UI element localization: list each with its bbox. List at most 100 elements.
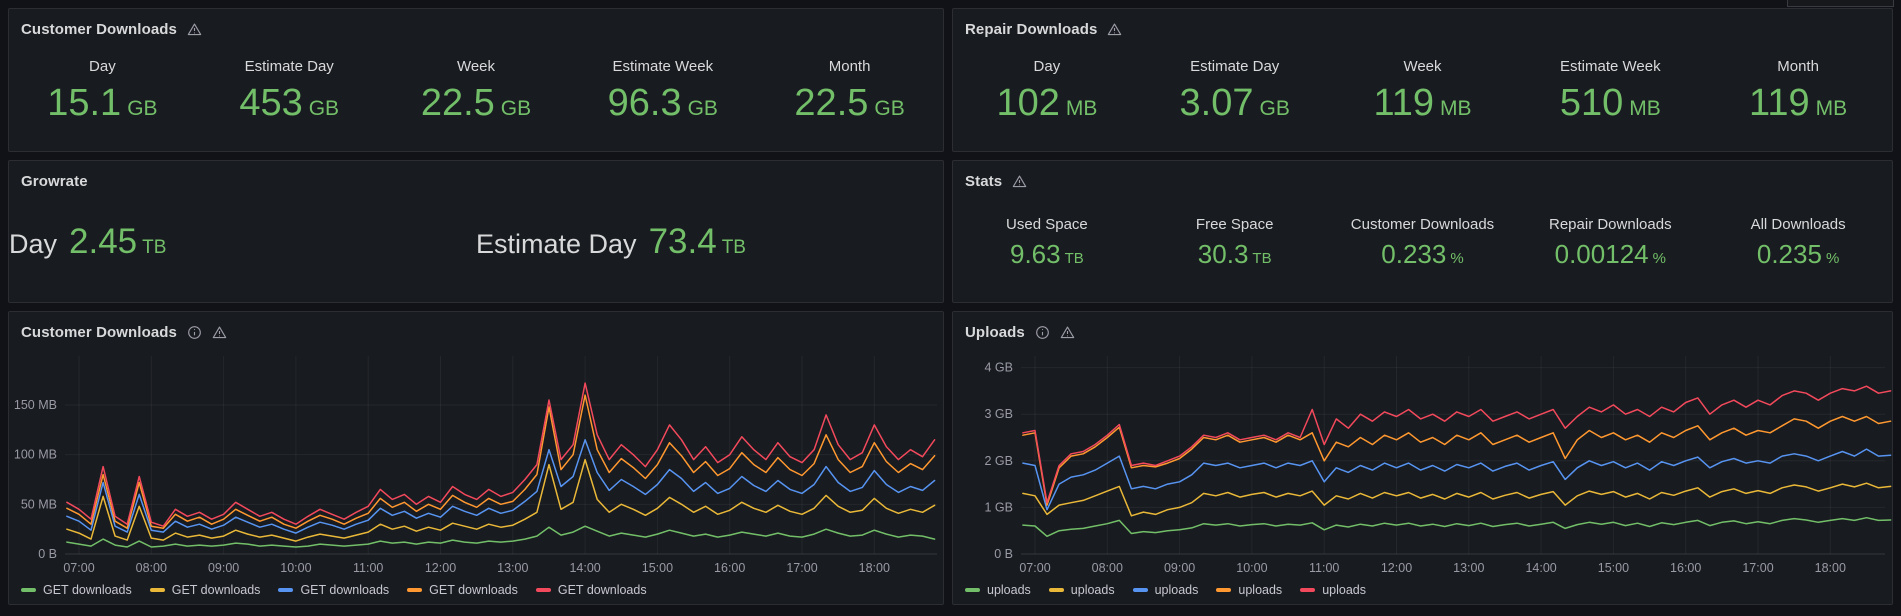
legend-color-chip [278, 588, 293, 592]
panel-title[interactable]: Uploads [965, 324, 1025, 341]
y-tick-label: 100 MB [14, 448, 57, 462]
warning-triangle-icon[interactable] [1012, 174, 1027, 189]
panel-customer-downloads-chart: 0 B50 MB100 MB150 MB07:0008:0009:0010:00… [8, 311, 944, 605]
panel-title[interactable]: Stats [965, 173, 1002, 190]
legend-item[interactable]: uploads [1133, 583, 1199, 597]
legend-item[interactable]: GET downloads [278, 583, 389, 597]
x-tick-label: 08:00 [1092, 561, 1123, 575]
stat-label: Repair Downloads [1549, 216, 1672, 233]
warning-triangle-icon[interactable] [1107, 22, 1122, 37]
warning-triangle-icon[interactable] [187, 22, 202, 37]
stat-value: 96.3GB [608, 84, 718, 122]
legend-item[interactable]: GET downloads [21, 583, 132, 597]
x-tick-label: 11:00 [1309, 561, 1339, 575]
series-line-0 [67, 526, 935, 547]
y-tick-label: 3 GB [985, 407, 1014, 421]
series-line-0 [1023, 518, 1891, 537]
panel-header: Uploads [953, 312, 1892, 343]
x-tick-label: 16:00 [714, 561, 745, 575]
panel-uploads-chart: 0 B1 GB2 GB3 GB4 GB07:0008:0009:0010:001… [952, 311, 1893, 605]
stat-value: 22.5GB [421, 84, 531, 122]
stat-label: All Downloads [1751, 216, 1846, 233]
legend-label: uploads [987, 583, 1031, 597]
stat: Used Space 9.63TB [953, 216, 1141, 267]
stat-value: 30.3TB [1198, 241, 1272, 267]
y-tick-label: 1 GB [985, 500, 1014, 514]
stat-label: Estimate Day [476, 229, 637, 260]
uploads-timeseries[interactable]: 0 B1 GB2 GB3 GB4 GB07:0008:0009:0010:001… [953, 312, 1892, 604]
stat-label: Month [1777, 58, 1819, 75]
legend-item[interactable]: uploads [1216, 583, 1282, 597]
x-tick-label: 17:00 [1742, 561, 1773, 575]
legend-item[interactable]: uploads [965, 583, 1031, 597]
stat-label: Used Space [1006, 216, 1088, 233]
legend-item[interactable]: uploads [1049, 583, 1115, 597]
stat-label: Free Space [1196, 216, 1274, 233]
stat: Customer Downloads0.233% [1329, 216, 1517, 267]
x-tick-label: 12:00 [425, 561, 456, 575]
stat: Estimate Week96.3GB [569, 58, 756, 122]
x-tick-label: 10:00 [280, 561, 311, 575]
series-line-2 [67, 440, 935, 533]
stat: Week119MB [1329, 58, 1517, 122]
panel-title[interactable]: Customer Downloads [21, 324, 177, 341]
legend-label: GET downloads [172, 583, 261, 597]
y-tick-label: 50 MB [21, 497, 57, 511]
chart-legend: uploads uploads uploads uploads uploads [965, 583, 1366, 597]
stat-label: Estimate Week [1560, 58, 1661, 75]
stat: Week 22.5GB [383, 58, 570, 122]
info-circle-icon[interactable] [1035, 325, 1050, 340]
cutoff-panel-fragment [1787, 0, 1894, 7]
panel-title[interactable]: Customer Downloads [21, 21, 177, 38]
x-tick-label: 08:00 [136, 561, 167, 575]
x-tick-label: 18:00 [859, 561, 890, 575]
stat: Estimate Day453GB [196, 58, 383, 122]
panel-header: Stats [953, 161, 1892, 192]
legend-color-chip [965, 588, 980, 592]
x-tick-label: 18:00 [1815, 561, 1846, 575]
panel-repair-downloads-stats: Repair Downloads Day102MBEstimate Day3.0… [952, 8, 1893, 152]
legend-color-chip [1133, 588, 1148, 592]
stat-value: 9.63TB [1010, 241, 1084, 267]
info-circle-icon[interactable] [187, 325, 202, 340]
series-line-2 [1023, 449, 1891, 510]
x-tick-label: 13:00 [1453, 561, 1484, 575]
x-tick-label: 14:00 [1525, 561, 1556, 575]
x-tick-label: 17:00 [786, 561, 817, 575]
stat-row: Day15.1GBEstimate Day453GBWeek22.5GBEsti… [9, 33, 943, 147]
legend-item[interactable]: GET downloads [407, 583, 518, 597]
warning-triangle-icon[interactable] [212, 325, 227, 340]
legend-item[interactable]: GET downloads [536, 583, 647, 597]
stat-value: 0.233% [1381, 241, 1463, 267]
panel-title[interactable]: Growrate [21, 173, 88, 190]
legend-color-chip [1049, 588, 1064, 592]
warning-triangle-icon[interactable] [1060, 325, 1075, 340]
stat-label: Day [89, 58, 116, 75]
legend-color-chip [1216, 588, 1231, 592]
stat-value: 22.5GB [794, 84, 904, 122]
customer-downloads-timeseries[interactable]: 0 B50 MB100 MB150 MB07:0008:0009:0010:00… [9, 312, 943, 604]
x-tick-label: 07:00 [1019, 561, 1050, 575]
stat: Month119MB [1704, 58, 1892, 122]
legend-label: GET downloads [558, 583, 647, 597]
stat-label: Week [457, 58, 495, 75]
panel-title[interactable]: Repair Downloads [965, 21, 1097, 38]
stat-label: Estimate Day [1190, 58, 1279, 75]
legend-label: GET downloads [300, 583, 389, 597]
legend-label: uploads [1238, 583, 1282, 597]
y-tick-label: 150 MB [14, 398, 57, 412]
stat-value: 119MB [1373, 84, 1471, 122]
stat: Day2.45TB [9, 224, 476, 260]
stat-value: 3.07GB [1180, 84, 1290, 122]
legend-item[interactable]: uploads [1300, 583, 1366, 597]
y-tick-label: 2 GB [985, 454, 1014, 468]
panel-stats: Stats Used Space 9.63TB Free Space 30.3TB Cu… [952, 160, 1893, 303]
x-tick-label: 11:00 [353, 561, 383, 575]
x-tick-label: 15:00 [1598, 561, 1629, 575]
legend-item[interactable]: GET downloads [150, 583, 261, 597]
stat: Repair Downloads0.00124% [1516, 216, 1704, 267]
stat-value: 453GB [239, 84, 339, 122]
panel-header: Customer Downloads [9, 9, 943, 40]
x-tick-label: 07:00 [63, 561, 94, 575]
x-tick-label: 12:00 [1381, 561, 1412, 575]
